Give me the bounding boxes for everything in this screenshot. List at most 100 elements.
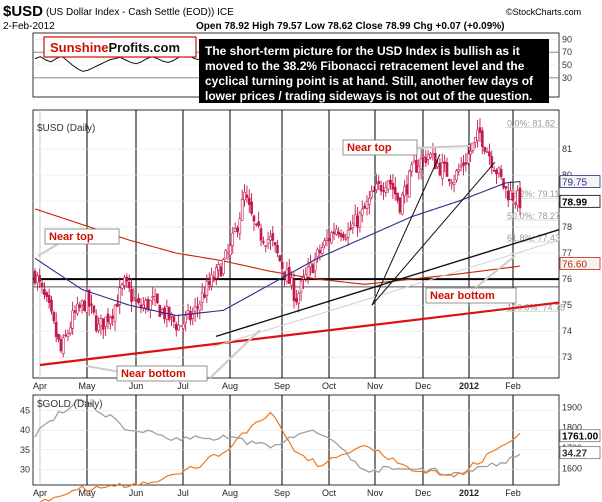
- support-trend-line: [215, 229, 560, 338]
- logo: SunshineProfits.com: [50, 40, 180, 55]
- y-tick-label: 78: [562, 222, 572, 232]
- price-candle-body: [47, 295, 51, 303]
- price-candle-body: [408, 170, 411, 198]
- y-tick-label: 77: [562, 248, 572, 258]
- axis-value-box: [559, 194, 601, 208]
- price-candle-body: [90, 303, 93, 306]
- y-tick-label: 80: [562, 170, 572, 180]
- main-panel-title: $USD (Daily): [37, 123, 95, 134]
- price-candle-body: [287, 266, 291, 284]
- price-candle-body: [92, 305, 96, 313]
- price-candle-body: [349, 227, 352, 230]
- price-candle-body: [252, 215, 256, 222]
- price-candle-body: [250, 201, 253, 214]
- price-candle-body: [111, 315, 114, 319]
- price-candle-body: [306, 266, 310, 278]
- gold-left-tick-label: 35: [20, 445, 30, 455]
- price-candle-body: [433, 153, 437, 170]
- price-candle-body: [504, 186, 508, 189]
- price-candle-body: [481, 130, 484, 148]
- price-candle-body: [238, 218, 242, 234]
- price-candle-body: [134, 299, 138, 302]
- price-candle-body: [120, 284, 124, 289]
- header-stats: Open 78.92 High 79.57 Low 78.62 Close 78…: [196, 21, 504, 32]
- price-candle-body: [231, 232, 235, 246]
- gold-right-tick-label: 1900: [562, 402, 582, 412]
- price-candle-body: [384, 187, 388, 193]
- price-candle-body: [200, 292, 204, 303]
- price-candle-body: [448, 178, 451, 182]
- price-candle-body: [351, 223, 355, 229]
- price-candle-body: [492, 169, 496, 172]
- price-candle-body: [198, 303, 202, 311]
- price-candle-body: [450, 182, 454, 185]
- price-candle-body: [45, 292, 49, 297]
- gold-left-tick-label: 45: [20, 406, 30, 416]
- price-candle-body: [127, 281, 131, 289]
- annotation-arrow: [474, 255, 516, 289]
- logo-part2: Profits.com: [109, 40, 181, 55]
- annotation-label: Near top: [49, 231, 94, 243]
- x-tick-label: 2012: [459, 381, 479, 391]
- gold-x-tick-label: 2012: [459, 488, 479, 498]
- price-candle-body: [476, 129, 479, 141]
- gold-x-tick-label: Jul: [177, 488, 189, 498]
- price-candle-body: [276, 245, 279, 254]
- price-candle-body: [513, 202, 517, 205]
- price-candle-body: [280, 261, 284, 270]
- price-candle-body: [40, 282, 44, 287]
- price-candle-body: [156, 293, 159, 304]
- price-candle-body: [488, 151, 491, 157]
- price-candle-body: [259, 228, 263, 241]
- indicator-tick-label: 70: [562, 47, 572, 57]
- long-term-support-line: [39, 301, 560, 367]
- indicator-tick-label: 50: [562, 60, 572, 70]
- price-candle-body: [471, 142, 475, 151]
- annotation-arrow: [209, 329, 261, 379]
- price-candle-body: [189, 310, 192, 321]
- price-candle-body: [325, 238, 329, 241]
- price-candle-body: [160, 309, 164, 315]
- price-candle-body: [64, 334, 67, 337]
- indicator-tick-label: 30: [562, 73, 572, 83]
- price-candle-body: [412, 160, 416, 164]
- price-candle-body: [469, 150, 472, 155]
- price-candle-body: [466, 153, 470, 164]
- price-candle-body: [210, 274, 213, 287]
- price-candle-body: [186, 310, 190, 315]
- price-candle-body: [36, 275, 39, 284]
- price-candle-body: [94, 315, 98, 331]
- gold-left-tick-label: 30: [20, 464, 30, 474]
- price-candle-body: [50, 299, 53, 312]
- price-candle-body: [101, 318, 105, 330]
- price-candle-body: [393, 186, 397, 195]
- price-candle-body: [339, 233, 343, 237]
- annotation-arrow: [411, 145, 471, 149]
- y-tick-label: 73: [562, 352, 572, 362]
- price-candle-body: [327, 237, 331, 242]
- price-candle-body: [391, 182, 395, 190]
- price-candle-body: [240, 198, 244, 221]
- price-candle-body: [462, 162, 465, 166]
- price-candle-body: [426, 154, 430, 160]
- price-candle-body: [365, 201, 369, 209]
- gold-left-tick-label: 40: [20, 425, 30, 435]
- price-candle-body: [452, 182, 456, 185]
- price-candle-body: [184, 315, 187, 323]
- price-candle-body: [346, 230, 350, 238]
- price-candle-body: [400, 194, 404, 215]
- price-candle-body: [499, 169, 503, 177]
- price-candle-body: [172, 316, 176, 322]
- price-candle-body: [57, 333, 60, 340]
- gold-panel-title: $GOLD (Daily): [37, 399, 103, 410]
- price-candle-body: [52, 311, 56, 322]
- price-candle-body: [353, 214, 357, 226]
- gold-x-tick-label: Sep: [274, 488, 290, 498]
- price-candle-body: [125, 276, 129, 282]
- commentary-line: The short-term picture for the USD Index…: [205, 44, 520, 58]
- price-candle-body: [80, 300, 84, 306]
- price-candle-body: [410, 164, 413, 172]
- price-candle-body: [61, 337, 65, 355]
- commentary-line: moved to the 38.2% Fibonacci retracement…: [205, 59, 525, 73]
- price-candle-body: [455, 170, 458, 181]
